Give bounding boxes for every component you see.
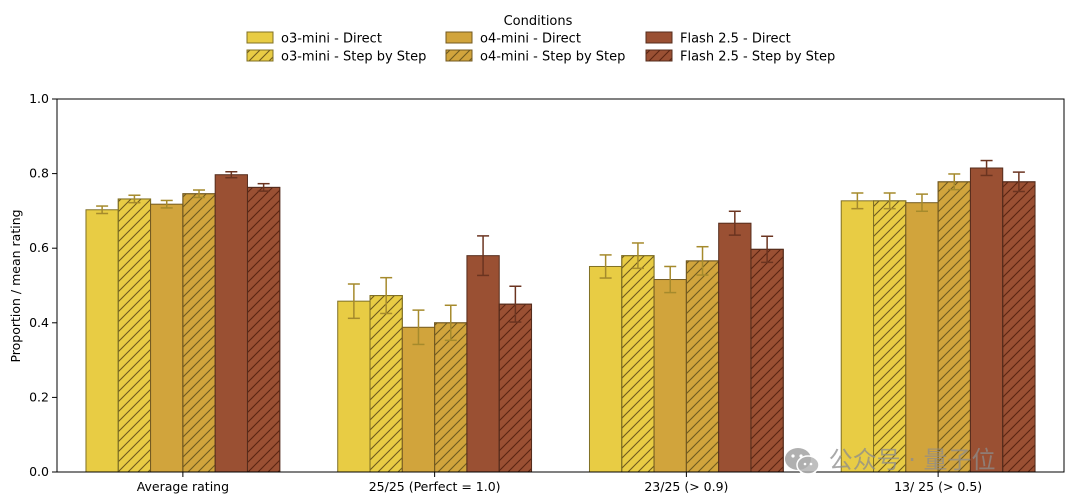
plot-frame — [56, 98, 1065, 473]
legend-label: Flash 2.5 - Direct — [680, 32, 791, 47]
legend-label: o3-mini - Step by Step — [281, 50, 426, 65]
watermark: 公众号 · 量子位 — [783, 440, 996, 476]
bar-hatch — [937, 181, 971, 473]
x-tick-label: Average rating — [137, 479, 229, 494]
bar-hatch — [182, 193, 216, 473]
bar — [969, 167, 1004, 473]
bar-hatch — [621, 255, 655, 473]
y-axis-label: Proportion / mean rating — [8, 209, 23, 362]
legend-label: o3-mini - Direct — [281, 32, 382, 47]
bar — [588, 265, 623, 473]
y-tick-label: 0.4 — [29, 315, 49, 330]
bar-hatch — [685, 260, 720, 473]
y-tick-label: 0.8 — [29, 166, 49, 181]
bar — [214, 174, 248, 473]
legend-swatch — [445, 31, 473, 44]
legend-swatch-hatch — [645, 49, 673, 62]
bar — [401, 326, 436, 473]
x-tick-label: 25/25 (Perfect = 1.0) — [369, 479, 501, 494]
bar — [85, 209, 119, 473]
legend: Conditions o3-mini - Direct o3-mini - Ste… — [246, 14, 835, 65]
bar-hatch — [117, 198, 152, 473]
bar-hatch — [1002, 181, 1036, 473]
y-tick-label: 0.2 — [29, 389, 49, 404]
legend-title: Conditions — [504, 14, 573, 29]
bar — [337, 300, 371, 473]
wechat-icon — [785, 448, 820, 475]
bar — [150, 203, 184, 473]
legend-label: o4-mini - Direct — [480, 32, 581, 47]
bar-hatch — [246, 186, 281, 473]
legend-label: o4-mini - Step by Step — [480, 50, 625, 65]
x-tick-label: 23/25 (> 0.9) — [644, 479, 728, 494]
x-tick-label: 13/ 25 (> 0.5) — [894, 479, 982, 494]
bar-hatch — [369, 295, 403, 473]
bar — [466, 255, 500, 473]
bar-hatch — [873, 200, 907, 473]
legend-swatch — [246, 31, 274, 44]
legend-swatch-hatch — [445, 49, 473, 62]
bar — [905, 202, 939, 473]
legend-swatch — [645, 31, 673, 44]
watermark-text: 公众号 · 量子位 — [828, 446, 996, 474]
bar — [840, 200, 875, 473]
legend-label: Flash 2.5 - Step by Step — [680, 50, 835, 65]
bar-hatch — [434, 322, 468, 473]
bars-layer — [85, 159, 1036, 473]
bar-hatch — [750, 248, 784, 473]
y-tick-label: 1.0 — [29, 91, 49, 106]
y-tick-label: 0.6 — [29, 240, 49, 255]
legend-swatch-hatch — [246, 49, 274, 62]
bar — [653, 279, 687, 473]
axes-layer: Average rating 25/25 (Perfect = 1.0) 23/25… — [29, 91, 1065, 494]
bar — [718, 222, 752, 473]
bar-hatch — [498, 303, 533, 473]
y-tick-label: 0.0 — [29, 464, 49, 479]
